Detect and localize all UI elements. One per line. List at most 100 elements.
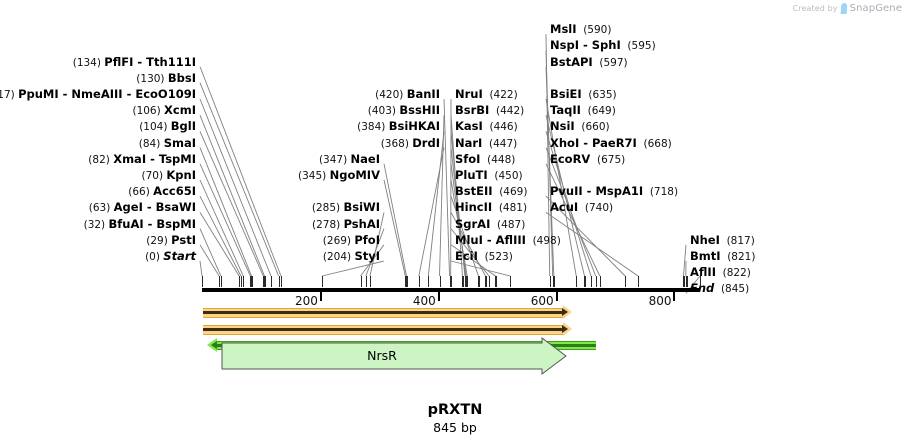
enzyme-label[interactable]: NruI (422): [455, 88, 518, 101]
enzyme-label[interactable]: BsrBI (442): [455, 104, 524, 117]
enzyme-name: BsiHKAI: [388, 119, 440, 134]
enzyme-label[interactable]: AcuI (740): [550, 201, 613, 214]
enzyme-position: (420): [375, 89, 407, 101]
enzyme-label[interactable]: TaqII (649): [550, 104, 616, 117]
cut-site-tick: [576, 276, 578, 287]
enzyme-label[interactable]: (269) PfoI: [323, 234, 380, 247]
cut-site-tick: [638, 276, 640, 287]
enzyme-label[interactable]: (0) Start: [145, 250, 196, 263]
enzyme-name: PaeR7I: [592, 135, 637, 150]
enzyme-label[interactable]: BsiEI (635): [550, 88, 617, 101]
enzyme-label[interactable]: XhoI - PaeR7I (668): [550, 137, 672, 150]
enzyme-label[interactable]: SfoI (448): [455, 153, 515, 166]
enzyme-position: (368): [380, 137, 413, 150]
enzyme-label[interactable]: BstAPI (597): [550, 56, 628, 69]
enzyme-label[interactable]: (29) PstI: [146, 234, 196, 247]
enzyme-label[interactable]: (106) XcmI: [132, 104, 196, 117]
enzyme-label[interactable]: (347) NaeI: [319, 153, 380, 166]
enzyme-label[interactable]: NsiI (660): [550, 120, 610, 133]
sequence-line: [202, 288, 700, 292]
cds-feature-arrow[interactable]: [221, 337, 567, 375]
enzyme-name: TspMI: [158, 151, 196, 166]
enzyme-label[interactable]: PvuII - MspA1I (718): [550, 185, 678, 198]
enzyme-label[interactable]: BmtI (821): [690, 250, 755, 263]
enzyme-label[interactable]: (420) BanII: [375, 88, 440, 101]
orf-arrowhead-core: [562, 308, 568, 316]
enzyme-label[interactable]: (130) BbsI: [136, 72, 196, 85]
enzyme-label[interactable]: MluI - AflIII (498): [455, 234, 561, 247]
enzyme-label[interactable]: KasI (446): [455, 120, 518, 133]
enzyme-label[interactable]: EcoRV (675): [550, 153, 625, 166]
enzyme-name: NarI: [455, 135, 483, 150]
ruler-tick: [319, 292, 322, 301]
enzyme-label[interactable]: (63) AgeI - BsaWI: [89, 201, 196, 214]
enzyme-position: (32): [83, 218, 109, 231]
orf-feature-core: [203, 311, 563, 314]
enzyme-label[interactable]: EciI (523): [455, 250, 513, 263]
enzyme-position: (595): [620, 40, 656, 53]
orf-feature-bar[interactable]: [203, 325, 563, 335]
enzyme-label[interactable]: (84) SmaI: [139, 137, 196, 150]
primer-arrowhead-core: [211, 341, 217, 349]
enzyme-label[interactable]: NarI (447): [455, 137, 517, 150]
enzyme-label[interactable]: (285) BsiWI: [312, 201, 380, 214]
cut-site-tick: [495, 276, 497, 287]
enzyme-label[interactable]: (32) BfuAI - BspMI: [84, 218, 196, 231]
enzyme-label[interactable]: NspI - SphI (595): [550, 39, 656, 52]
orf-arrowhead-core: [562, 325, 568, 333]
enzyme-position: (498): [525, 234, 561, 247]
enzyme-name: BanII: [406, 87, 440, 101]
enzyme-label[interactable]: (104) BglI: [139, 120, 196, 133]
ruler-tick-label: 600: [530, 294, 554, 308]
enzyme-name: PfoI: [354, 232, 380, 247]
enzyme-label[interactable]: BstEII (469): [455, 185, 527, 198]
enzyme-position: (0): [145, 251, 164, 263]
enzyme-position: (29): [146, 234, 172, 247]
enzyme-name: BsrBI: [455, 103, 490, 118]
cut-site-tick: [590, 276, 593, 287]
enzyme-position: (442): [489, 105, 525, 118]
enzyme-name: PflFI: [104, 54, 134, 69]
cds-feature-label: NrsR: [367, 348, 397, 363]
enzyme-label[interactable]: (82) XmaI - TspMI: [88, 153, 196, 166]
enzyme-label[interactable]: (278) PshAI: [312, 218, 380, 231]
enzyme-label[interactable]: (345) NgoMIV: [298, 169, 380, 182]
enzyme-label[interactable]: NheI (817): [690, 234, 755, 247]
cut-site-tick: [553, 276, 556, 287]
enzyme-label[interactable]: PluTI (450): [455, 169, 523, 182]
enzyme-label[interactable]: (204) StyI: [323, 250, 380, 263]
enzyme-name: BfuAI: [108, 216, 144, 231]
cut-site-tick: [263, 276, 265, 287]
enzyme-label[interactable]: SgrAI (487): [455, 218, 525, 231]
enzyme-label[interactable]: MslI (590): [550, 23, 611, 36]
enzyme-label[interactable]: AflII (822): [690, 266, 751, 279]
enzyme-name: EcoO109I: [135, 87, 196, 101]
cut-site-tick: [428, 276, 430, 287]
orf-feature-bar[interactable]: [203, 308, 563, 318]
cut-site-tick: [450, 276, 452, 287]
cut-site-tick: [485, 276, 487, 287]
enzyme-label[interactable]: (66) Acc65I: [128, 185, 196, 198]
enzyme-label[interactable]: HincII (481): [455, 201, 527, 214]
cut-site-tick: [466, 276, 468, 287]
enzyme-label[interactable]: (134) PflFI - Tth111I: [73, 56, 196, 69]
cut-site-tick: [219, 276, 221, 287]
cut-site-tick: [250, 276, 252, 287]
cut-site-tick: [478, 276, 480, 287]
enzyme-name: BstAPI: [550, 54, 593, 69]
enzyme-position: (134): [72, 56, 105, 69]
enzyme-position: (487): [490, 218, 526, 231]
enzyme-label[interactable]: (368) DrdI: [381, 137, 440, 150]
enzyme-label[interactable]: (70) KpnI: [141, 169, 196, 182]
enzyme-position: (82): [88, 153, 114, 166]
enzyme-label[interactable]: (384) BsiHKAI: [357, 120, 440, 133]
enzyme-name: BglI: [170, 119, 196, 134]
enzyme-position: (117): [0, 89, 15, 101]
enzyme-name: TaqII: [550, 103, 581, 118]
enzyme-label[interactable]: (117) PpuMI - NmeAIII - EcoO109I: [0, 88, 196, 101]
enzyme-name: AflII: [690, 265, 716, 280]
enzyme-name: BspMI: [156, 216, 196, 231]
enzyme-label[interactable]: (403) BssHII: [368, 104, 440, 117]
cut-site-tick: [405, 276, 407, 287]
cut-site-tick: [625, 276, 627, 287]
